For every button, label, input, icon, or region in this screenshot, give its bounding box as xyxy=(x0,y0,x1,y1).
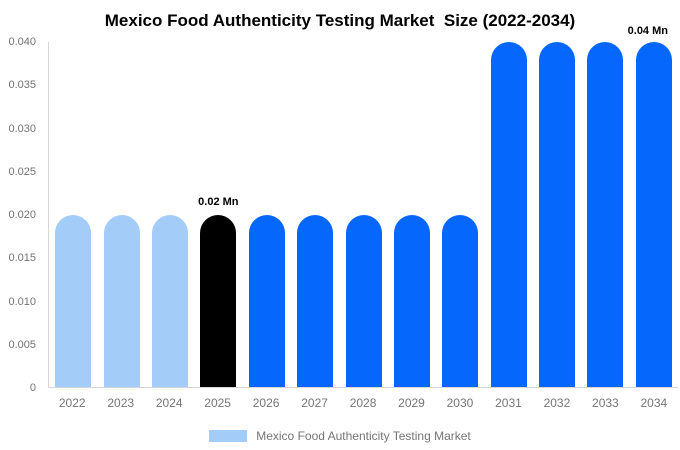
y-tick-0.020: 0.020 xyxy=(8,209,36,221)
y-tick-0.015: 0.015 xyxy=(8,252,36,265)
y-tick-0.025: 0.025 xyxy=(8,165,36,178)
x-tick-2025: 2025 xyxy=(204,396,231,410)
bar-slot-2033 xyxy=(581,42,629,387)
bar-slot-2028 xyxy=(339,42,387,387)
bar-slot-2034 xyxy=(630,42,678,387)
x-tick-2028: 2028 xyxy=(349,396,377,410)
y-tick-0.030: 0.030 xyxy=(8,122,36,135)
y-axis: 0 0.005 0.010 0.015 0.020 0.025 0.030 0.035 0.04… xyxy=(0,36,42,394)
y-tick-0.010: 0.010 xyxy=(8,295,36,308)
bar-slot-2024 xyxy=(146,42,194,387)
bar-2029[interactable] xyxy=(393,214,430,387)
y-tick-0.035: 0.035 xyxy=(8,79,36,92)
bar-2030[interactable] xyxy=(442,214,479,387)
x-tick-2029: 2029 xyxy=(398,396,425,410)
x-tick-2034: 2034 xyxy=(640,396,668,410)
bar-2033[interactable] xyxy=(587,42,624,387)
y-tick-0.005: 0.005 xyxy=(8,338,36,351)
bar-slot-2027 xyxy=(291,42,339,387)
bar-2027[interactable] xyxy=(297,214,334,387)
legend-label: Mexico Food Authenticity Testing Market xyxy=(256,429,471,443)
bar-2032[interactable] xyxy=(539,42,576,387)
bar-slot-2023 xyxy=(97,42,145,387)
bar-2031[interactable] xyxy=(490,42,527,387)
x-axis: 2022 2023 2024 2025 2026 2027 2028 2029 2030 2031… xyxy=(48,396,678,410)
bar-slot-2029 xyxy=(388,42,436,387)
x-tick-2027: 2027 xyxy=(301,396,328,410)
data-label-0.04mn: 0.04 Mn xyxy=(627,25,668,37)
data-label-2025: 0.02 Mn xyxy=(198,195,239,208)
bar-2034[interactable] xyxy=(635,42,672,387)
x-tick-2026: 2026 xyxy=(252,396,280,410)
bar-slot-2031 xyxy=(485,42,533,387)
y-tick-0.040: 0.040 xyxy=(8,36,36,48)
x-tick-2023: 2023 xyxy=(107,396,135,410)
bar-2028[interactable] xyxy=(345,214,382,387)
legend-swatch xyxy=(209,430,248,442)
x-tick-2033: 2033 xyxy=(592,396,619,410)
bar-slot-2022 xyxy=(49,42,97,387)
bar-2025[interactable] xyxy=(200,214,237,387)
bar-2024[interactable] xyxy=(151,214,188,387)
bar-2022[interactable] xyxy=(55,214,92,387)
legend[interactable]: Mexico Food Authenticity Testing Market xyxy=(0,429,680,443)
bar-2023[interactable] xyxy=(103,214,140,387)
x-tick-2024: 2024 xyxy=(155,396,183,410)
bar-slot-2025: 0.02 Mn xyxy=(194,42,242,387)
x-tick-2031: 2031 xyxy=(495,396,522,410)
chart-title: Mexico Food Authenticity Testing Market … xyxy=(104,11,576,30)
x-tick-2032: 2032 xyxy=(543,396,571,410)
x-tick-2022: 2022 xyxy=(58,396,86,410)
bar-slot-2032 xyxy=(533,42,581,387)
plot-area: 0.02 Mn xyxy=(48,42,678,388)
bar-slot-2030 xyxy=(436,42,484,387)
x-tick-2030: 2030 xyxy=(446,396,474,410)
y-tick-0: 0 xyxy=(29,382,36,394)
bar-2026[interactable] xyxy=(248,214,285,387)
bar-slot-2026 xyxy=(243,42,291,387)
